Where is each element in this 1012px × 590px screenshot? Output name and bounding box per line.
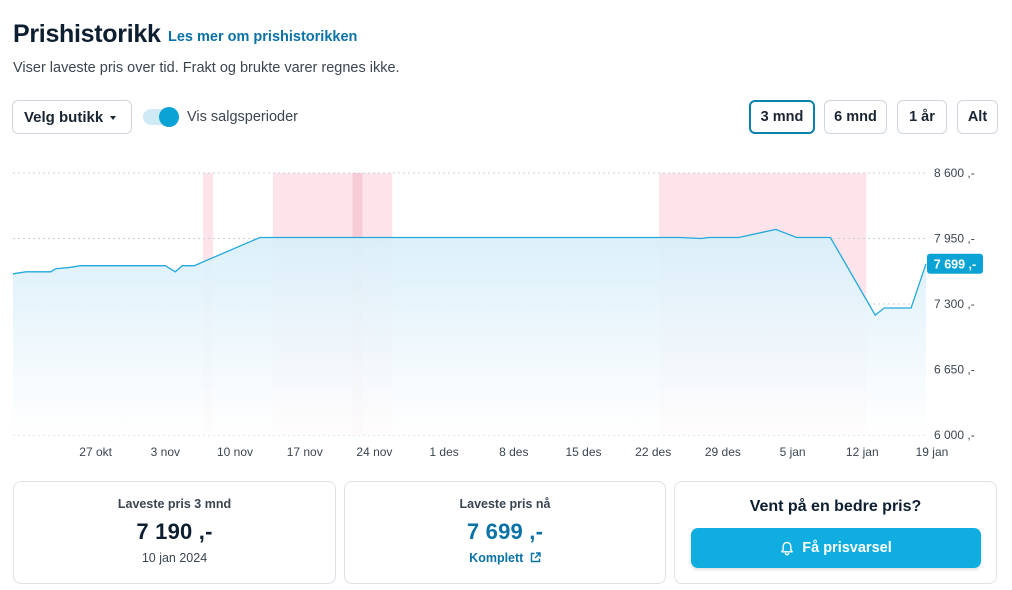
current-price-badge-label: 7 699 ,- [934,257,976,271]
price-alert-button[interactable]: Få prisvarsel [691,528,981,568]
y-tick-label: 7 950 ,- [934,232,975,246]
y-tick-label: 6 650 ,- [934,363,975,377]
learn-more-link[interactable]: Les mer om prishistorikken [168,29,358,45]
y-tick-label: 6 000 ,- [934,428,975,442]
price-area [13,229,926,435]
store-link-label: Komplett [469,551,524,565]
external-link-icon [530,552,541,563]
price-alert-card: Vent på en bedre pris? Få prisvarsel [674,481,997,584]
current-price-badge-bg [927,253,983,274]
price-history-chart[interactable]: 8 600 ,- 7 950 ,- 7 300 ,- 6 650 ,- 6 000 ,-… [0,150,1012,470]
x-axis-ticks: 27 okt 3 nov 10 nov 17 nov 24 nov 1 des 8 des 1… [79,445,948,459]
x-tick-label: 5 jan [780,445,806,459]
x-tick-label: 12 jan [846,445,879,459]
range-6-months-button[interactable]: 6 mnd [824,100,887,134]
sale-periods-toggle-label: Vis salgsperioder [187,109,298,125]
lowest-price-3m-date: 10 jan 2024 [141,551,208,565]
range-all-button[interactable]: Alt [957,100,998,134]
lowest-price-now-label: Laveste pris nå [459,497,551,511]
store-link[interactable]: Komplett [345,551,665,565]
x-tick-label: 29 des [705,445,741,459]
x-tick-label: 15 des [565,445,601,459]
store-select-label: Velg butikk [24,108,104,126]
sale-periods-toggle[interactable] [143,107,180,127]
x-tick-label: 24 nov [356,445,392,459]
range-3-months-button[interactable]: 3 mnd [749,100,815,134]
toggle-knob [159,107,179,127]
y-axis-ticks: 8 600 ,- 7 950 ,- 7 300 ,- 6 650 ,- 6 000 ,- [934,166,975,442]
x-tick-label: 1 des [429,445,458,459]
page-subtitle: Viser laveste pris over tid. Frakt og br… [13,60,400,76]
x-tick-label: 8 des [499,445,528,459]
current-price-badge: 7 699 ,- [927,253,983,274]
x-tick-label: 3 nov [151,445,180,459]
bell-icon [781,541,794,555]
y-tick-label: 8 600 ,- [934,166,975,180]
store-select[interactable]: Velg butikk [12,100,132,134]
x-tick-label: 19 jan [916,445,949,459]
x-tick-label: 27 okt [79,445,112,459]
x-tick-label: 22 des [635,445,671,459]
lowest-price-now-card: Laveste pris nå 7 699 ,- Komplett [344,481,666,584]
y-tick-label: 7 300 ,- [934,297,975,311]
price-alert-heading: Vent på en bedre pris? [749,498,922,515]
lowest-price-3m-label: Laveste pris 3 mnd [117,497,232,511]
lowest-price-now-value: 7 699 ,- [466,519,544,544]
lowest-price-3m-value: 7 190 ,- [136,519,213,544]
page-title: Prishistorikk [13,20,161,48]
price-line [12,228,927,317]
caret-down-icon [110,116,116,120]
x-tick-label: 10 nov [217,445,253,459]
x-tick-label: 17 nov [287,445,323,459]
lowest-price-3m-card: Laveste pris 3 mnd 7 190 ,- 10 jan 2024 [13,481,336,584]
range-1-year-button[interactable]: 1 år [897,100,947,134]
price-alert-button-label: Få prisvarsel [802,540,892,556]
